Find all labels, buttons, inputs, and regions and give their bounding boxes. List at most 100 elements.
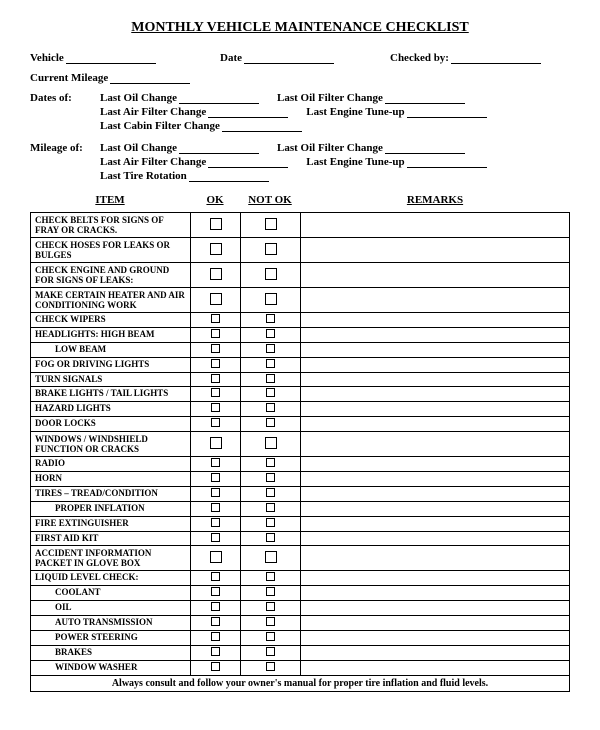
ok-checkbox[interactable] — [210, 293, 222, 305]
ok-checkbox[interactable] — [211, 617, 220, 626]
ok-checkbox[interactable] — [211, 572, 220, 581]
notok-checkbox[interactable] — [266, 458, 275, 467]
notok-checkbox[interactable] — [266, 533, 275, 542]
ok-checkbox[interactable] — [210, 268, 222, 280]
remarks-cell[interactable] — [301, 387, 570, 402]
ok-checkbox[interactable] — [211, 374, 220, 383]
ok-checkbox[interactable] — [211, 329, 220, 338]
notok-checkbox[interactable] — [266, 403, 275, 412]
notok-checkbox[interactable] — [266, 647, 275, 656]
notok-checkbox[interactable] — [266, 488, 275, 497]
remarks-cell[interactable] — [301, 372, 570, 387]
remarks-cell[interactable] — [301, 357, 570, 372]
notok-checkbox[interactable] — [265, 437, 277, 449]
ok-checkbox[interactable] — [211, 473, 220, 482]
ok-checkbox[interactable] — [211, 344, 220, 353]
ok-checkbox[interactable] — [210, 218, 222, 230]
remarks-cell[interactable] — [301, 472, 570, 487]
ok-checkbox[interactable] — [211, 647, 220, 656]
remarks-cell[interactable] — [301, 457, 570, 472]
field-underline[interactable] — [385, 92, 465, 104]
notok-checkbox[interactable] — [266, 418, 275, 427]
remarks-cell[interactable] — [301, 645, 570, 660]
vehicle-field[interactable] — [66, 52, 156, 64]
ok-checkbox[interactable] — [211, 388, 220, 397]
remarks-cell[interactable] — [301, 516, 570, 531]
ok-checkbox[interactable] — [211, 488, 220, 497]
field-underline[interactable] — [179, 92, 259, 104]
remarks-cell[interactable] — [301, 546, 570, 571]
remarks-cell[interactable] — [301, 263, 570, 288]
ok-checkbox[interactable] — [211, 403, 220, 412]
field-underline[interactable] — [208, 106, 288, 118]
ok-checkbox[interactable] — [211, 533, 220, 542]
ok-checkbox[interactable] — [210, 437, 222, 449]
notok-checkbox[interactable] — [266, 374, 275, 383]
field-underline[interactable] — [179, 142, 259, 154]
notok-checkbox[interactable] — [266, 632, 275, 641]
notok-checkbox[interactable] — [266, 344, 275, 353]
notok-checkbox[interactable] — [266, 617, 275, 626]
notok-checkbox[interactable] — [265, 268, 277, 280]
ok-checkbox[interactable] — [211, 587, 220, 596]
date-field[interactable] — [244, 52, 334, 64]
notok-checkbox[interactable] — [265, 551, 277, 563]
ok-checkbox[interactable] — [211, 314, 220, 323]
notok-checkbox[interactable] — [266, 473, 275, 482]
remarks-cell[interactable] — [301, 586, 570, 601]
ok-checkbox[interactable] — [211, 359, 220, 368]
ok-checkbox[interactable] — [210, 243, 222, 255]
field-underline[interactable] — [385, 142, 465, 154]
remarks-cell[interactable] — [301, 213, 570, 238]
notok-checkbox[interactable] — [266, 518, 275, 527]
field-underline[interactable] — [407, 106, 487, 118]
ok-checkbox[interactable] — [211, 418, 220, 427]
remarks-cell[interactable] — [301, 486, 570, 501]
field-pair: Last Engine Tune-up — [306, 156, 486, 168]
field-underline[interactable] — [189, 170, 269, 182]
ok-checkbox[interactable] — [211, 632, 220, 641]
remarks-cell[interactable] — [301, 601, 570, 616]
ok-checkbox[interactable] — [211, 503, 220, 512]
remarks-cell[interactable] — [301, 501, 570, 516]
notok-checkbox[interactable] — [265, 218, 277, 230]
remarks-cell[interactable] — [301, 327, 570, 342]
remarks-cell[interactable] — [301, 571, 570, 586]
remarks-cell[interactable] — [301, 660, 570, 675]
remarks-cell[interactable] — [301, 616, 570, 631]
notok-checkbox[interactable] — [266, 503, 275, 512]
mileage-label: Current Mileage — [30, 72, 108, 84]
ok-checkbox[interactable] — [211, 518, 220, 527]
notok-checkbox[interactable] — [266, 587, 275, 596]
notok-checkbox[interactable] — [266, 314, 275, 323]
remarks-cell[interactable] — [301, 402, 570, 417]
notok-checkbox[interactable] — [266, 359, 275, 368]
notok-checkbox[interactable] — [266, 388, 275, 397]
notok-checkbox[interactable] — [265, 293, 277, 305]
remarks-cell[interactable] — [301, 288, 570, 313]
remarks-cell[interactable] — [301, 417, 570, 432]
notok-checkbox[interactable] — [266, 329, 275, 338]
remarks-cell[interactable] — [301, 432, 570, 457]
field-underline[interactable] — [407, 156, 487, 168]
remarks-cell[interactable] — [301, 631, 570, 646]
ok-checkbox[interactable] — [211, 662, 220, 671]
ok-checkbox[interactable] — [211, 602, 220, 611]
remarks-cell[interactable] — [301, 313, 570, 328]
remarks-cell[interactable] — [301, 342, 570, 357]
remarks-cell[interactable] — [301, 531, 570, 546]
vehicle-label: Vehicle — [30, 52, 64, 64]
item-label: TIRES – TREAD/CONDITION — [35, 488, 158, 498]
checked-by-field[interactable] — [451, 52, 541, 64]
table-row: HAZARD LIGHTS — [31, 402, 570, 417]
ok-checkbox[interactable] — [211, 458, 220, 467]
remarks-cell[interactable] — [301, 238, 570, 263]
notok-checkbox[interactable] — [266, 602, 275, 611]
field-underline[interactable] — [222, 120, 302, 132]
notok-checkbox[interactable] — [266, 662, 275, 671]
notok-checkbox[interactable] — [265, 243, 277, 255]
mileage-field[interactable] — [110, 72, 190, 84]
field-underline[interactable] — [208, 156, 288, 168]
ok-checkbox[interactable] — [210, 551, 222, 563]
notok-checkbox[interactable] — [266, 572, 275, 581]
